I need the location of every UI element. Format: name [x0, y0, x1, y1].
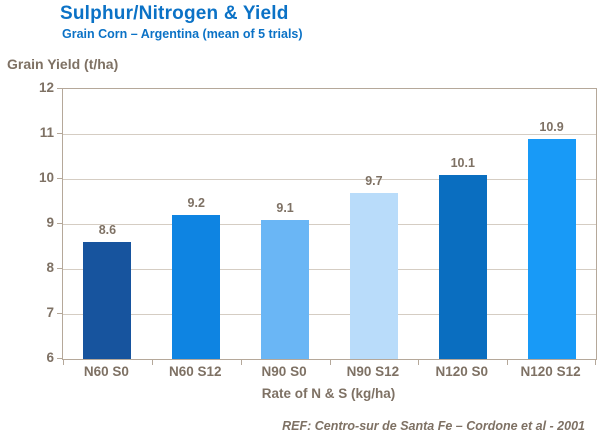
gridline [63, 134, 596, 135]
bar-value-label: 9.7 [365, 173, 383, 188]
y-tick [57, 133, 62, 134]
x-category-label: N120 S12 [520, 364, 581, 379]
bar-value-label: 10.1 [450, 155, 475, 170]
x-tick [595, 360, 596, 365]
reference-text: REF: Centro-sur de Santa Fe – Cordone et… [282, 419, 585, 433]
bar-n60-s12 [172, 215, 221, 359]
y-tick [57, 223, 62, 224]
bar-value-label: 9.1 [276, 200, 294, 215]
y-axis-title: Grain Yield (t/ha) [7, 56, 119, 72]
y-tick [57, 358, 62, 359]
y-tick [57, 178, 62, 179]
x-tick [151, 360, 153, 365]
bar-n60-s0 [83, 242, 132, 359]
y-tick-label: 11 [39, 125, 54, 140]
plot-area: 8.6 9.2 9.1 9.7 10.1 10.9 [57, 88, 597, 365]
y-tick-label: 8 [46, 260, 54, 275]
y-tick-label: 7 [46, 305, 54, 320]
x-category-label: N60 S0 [83, 364, 129, 379]
x-tick [240, 360, 242, 365]
y-tick-label: 10 [38, 170, 54, 185]
chart-title: Sulphur/Nitrogen & Yield [60, 3, 289, 24]
x-tick [329, 360, 331, 365]
gridline [63, 314, 596, 315]
y-axis-labels: 12 11 10 9 8 7 6 [18, 80, 54, 365]
y-tick [57, 88, 62, 89]
bar-value-label: 8.6 [98, 223, 117, 237]
bar-n120-s12 [527, 138, 576, 359]
y-tick-label: 9 [46, 215, 54, 230]
x-category-label: N120 S0 [435, 364, 489, 379]
bar-n90-s0 [261, 219, 310, 359]
y-tick [57, 268, 62, 269]
bar-value-label: 10.9 [539, 119, 564, 134]
x-category-label: N60 S12 [168, 364, 222, 379]
x-tick [63, 360, 64, 365]
gridline [63, 224, 596, 225]
x-tick [418, 360, 420, 365]
x-category-label: N90 S0 [261, 364, 307, 379]
gridline [63, 269, 596, 270]
y-tick-label: 12 [38, 80, 54, 95]
bar-value-label: 9.2 [187, 196, 205, 210]
x-category-label: N90 S12 [346, 364, 400, 379]
y-tick [57, 313, 62, 314]
chart-subtitle: Grain Corn – Argentina (mean of 5 trials… [62, 27, 303, 41]
x-axis-title: Rate of N & S (kg/ha) [261, 386, 396, 401]
x-axis-labels: N60 S0 N60 S12 N90 S0 N90 S12 N120 S0 N120 S1… [62, 364, 595, 382]
bar-n120-s0 [438, 174, 487, 359]
x-tick [507, 360, 509, 365]
bar-n90-s12 [349, 192, 398, 359]
y-tick-label: 6 [46, 350, 54, 365]
gridline [63, 179, 596, 180]
